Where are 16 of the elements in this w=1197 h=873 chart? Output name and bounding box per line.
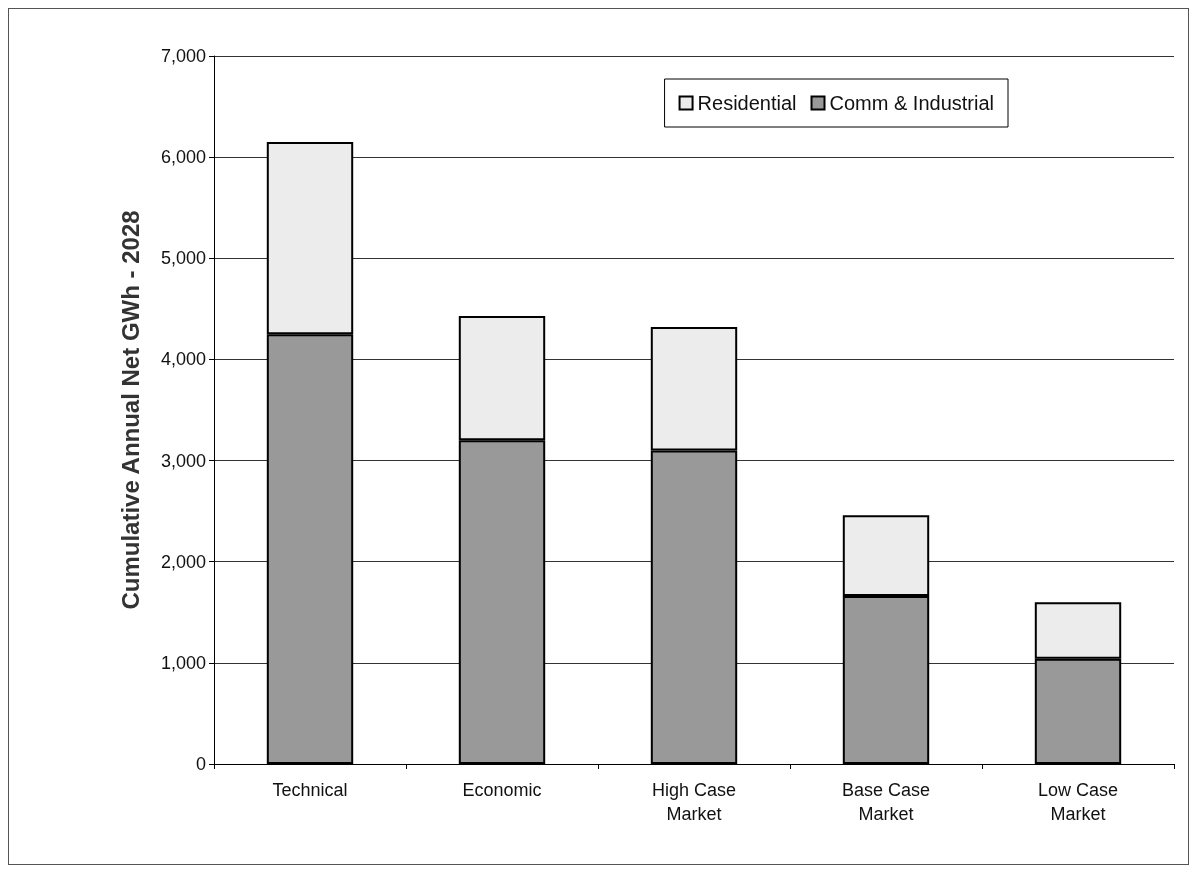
- x-tick-label: Technical: [272, 780, 348, 800]
- y-tick-label: 6,000: [160, 147, 206, 168]
- y-tick-label: 1,000: [160, 652, 206, 673]
- y-tick-label: 7,000: [160, 46, 206, 66]
- x-tick-label: Base Case Market: [841, 780, 931, 824]
- y-axis-title: Cumulative Annual Net GWh - 2028: [116, 210, 144, 610]
- y-tick-label: 5,000: [160, 248, 206, 269]
- y-tick-label: 4,000: [160, 349, 206, 370]
- y-tick-label: 2,000: [160, 551, 206, 572]
- legend-label: Residential: [697, 92, 797, 114]
- y-tick-label: 3,000: [160, 450, 206, 471]
- x-tick-label: Low Case Market: [1037, 780, 1119, 824]
- x-tick-label: Economic: [462, 780, 542, 800]
- y-tick-label: 0: [195, 754, 206, 774]
- legend-label: Comm & Industrial: [829, 92, 995, 114]
- x-tick-label: High Case Market: [651, 780, 737, 824]
